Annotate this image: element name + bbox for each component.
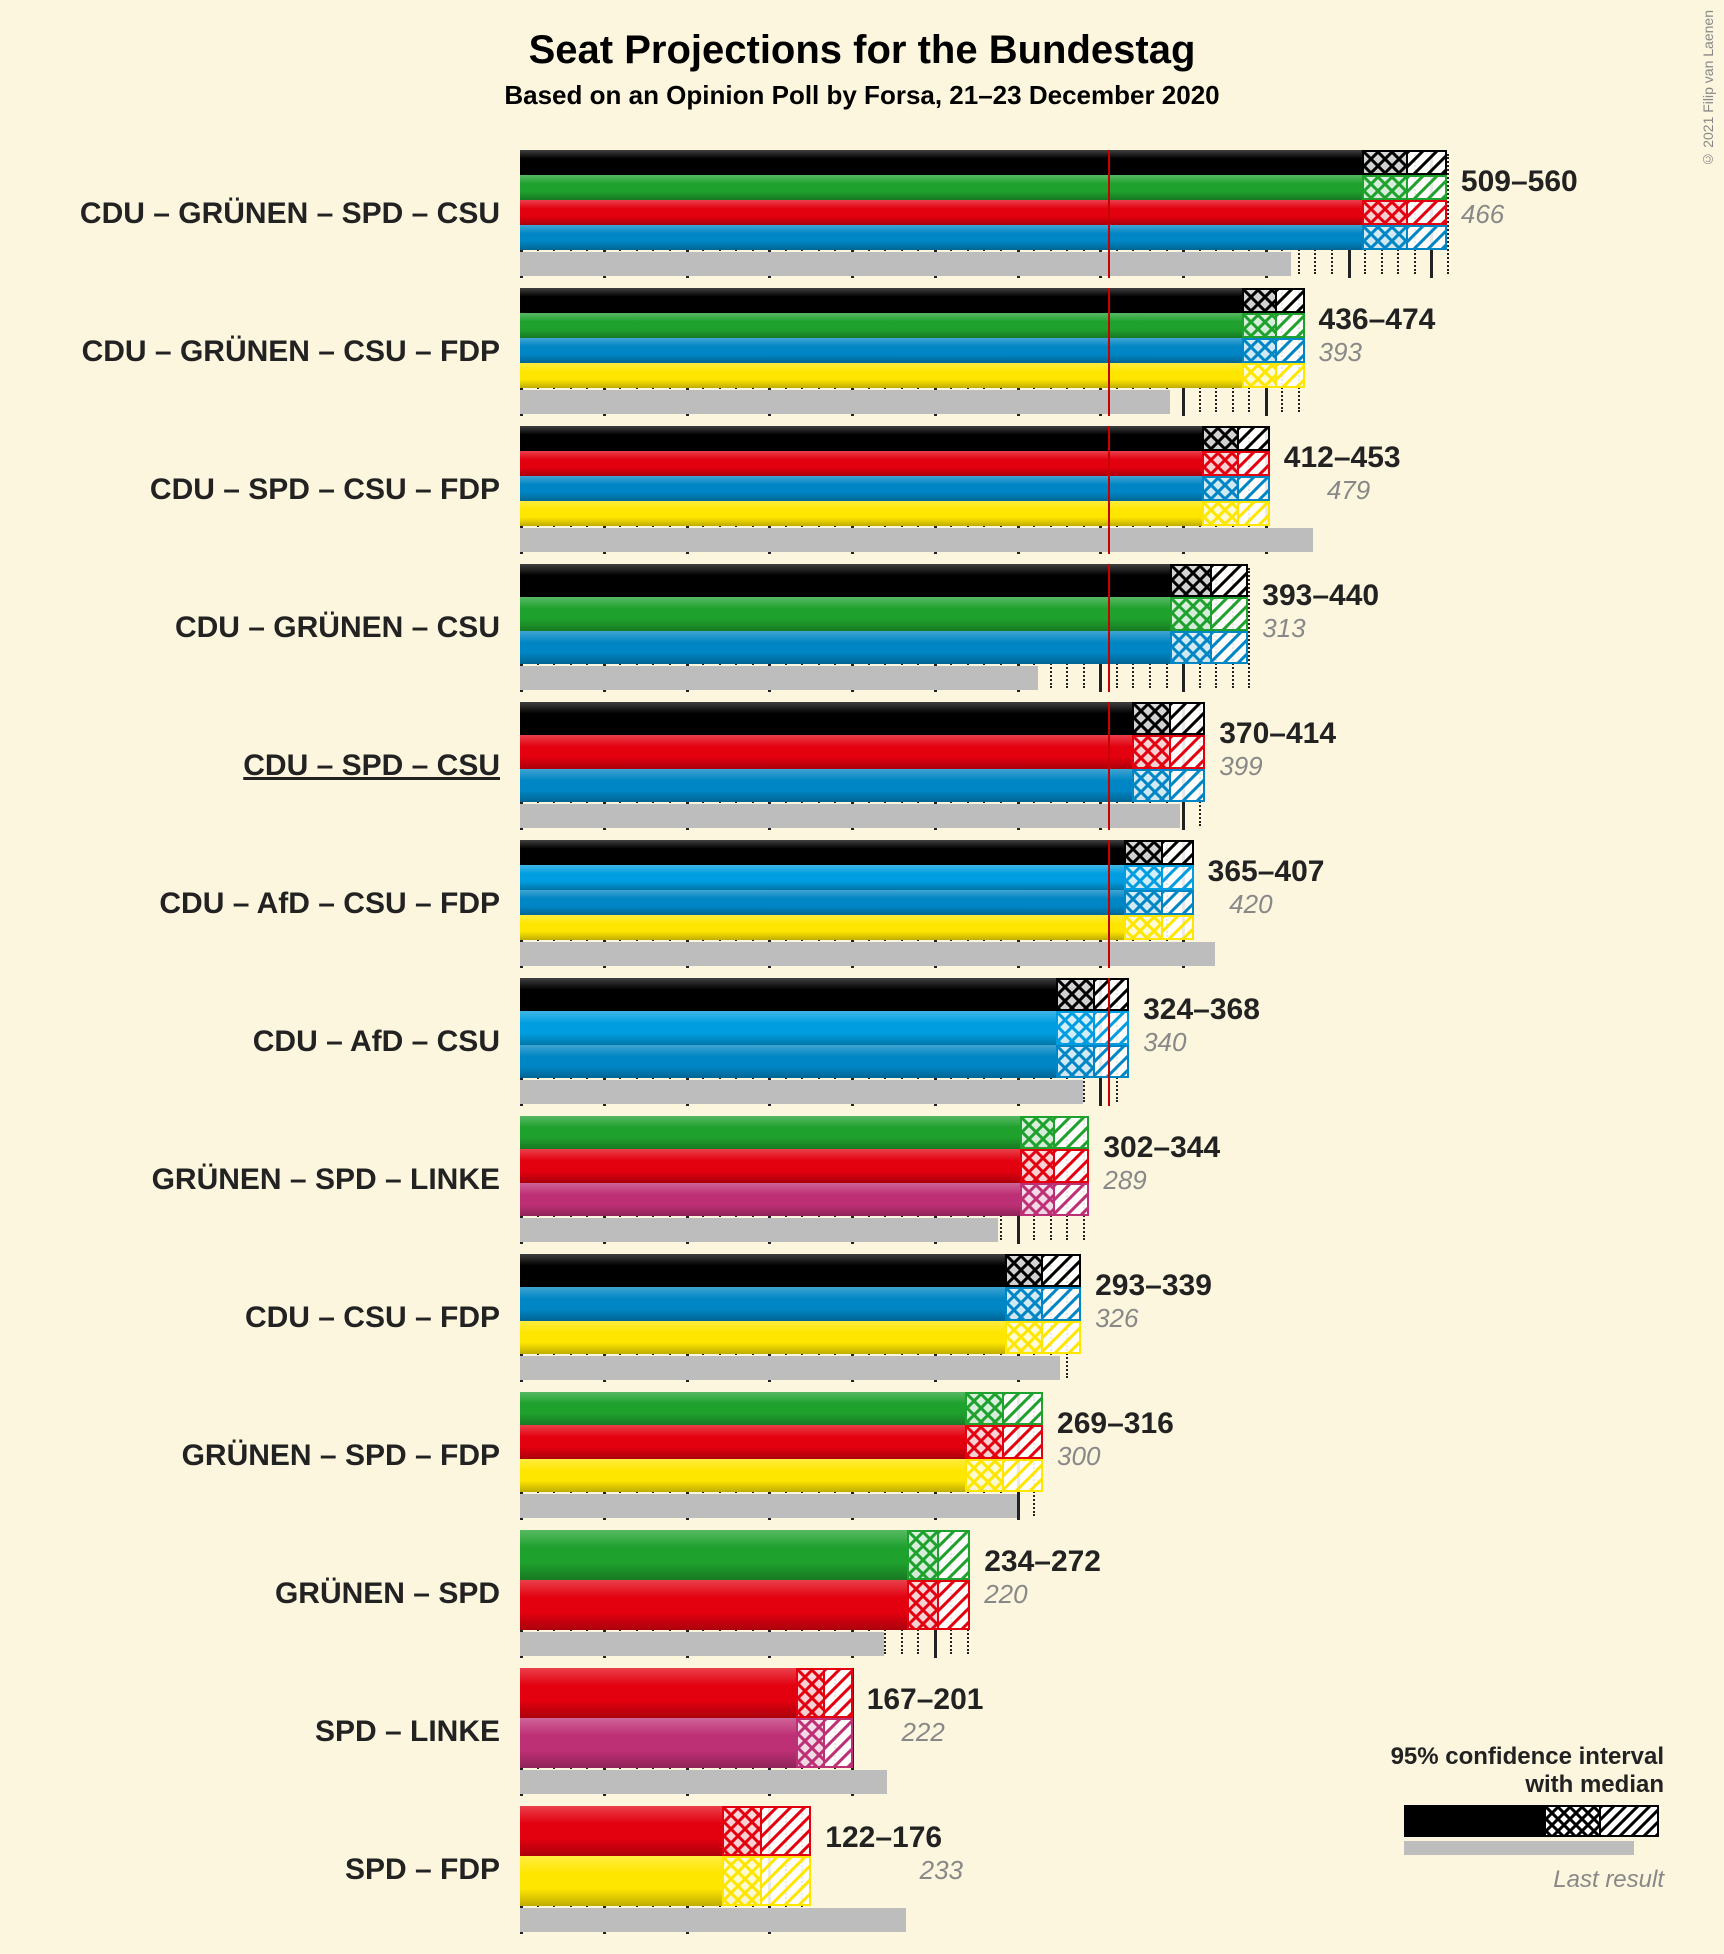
coalition-bars: 302–344289 <box>520 1116 1480 1244</box>
last-result-bar <box>520 390 1170 414</box>
last-result-label: 233 <box>920 1855 963 1886</box>
chart-subtitle: Based on an Opinion Poll by Forsa, 21–23… <box>0 80 1724 111</box>
coalition-bars: 234–272220 <box>520 1530 1480 1658</box>
seat-projection-chart: CDU – GRÜNEN – SPD – CSU509–560466CDU – … <box>80 150 1700 1944</box>
range-label: 302–344 <box>1103 1131 1220 1165</box>
coalition-row: GRÜNEN – SPD – LINKE302–344289 <box>80 1116 1700 1244</box>
last-result-label: 479 <box>1327 475 1370 506</box>
range-label: 167–201 <box>867 1683 984 1717</box>
coalition-bars: 269–316300 <box>520 1392 1480 1520</box>
last-result-label: 399 <box>1219 751 1262 782</box>
majority-line <box>1108 150 1110 278</box>
majority-line <box>1108 702 1110 830</box>
coalition-label: CDU – SPD – CSU – FDP <box>60 473 500 507</box>
coalition-bars: 412–453479 <box>520 426 1480 554</box>
last-result-label: 326 <box>1095 1303 1138 1334</box>
range-label: 122–176 <box>825 1821 942 1855</box>
coalition-row: CDU – AfD – CSU – FDP365–407420 <box>80 840 1700 968</box>
range-label: 365–407 <box>1208 855 1325 889</box>
coalition-label: GRÜNEN – SPD <box>60 1577 500 1611</box>
coalition-row: GRÜNEN – SPD234–272220 <box>80 1530 1700 1658</box>
coalition-bars: 365–407420 <box>520 840 1480 968</box>
range-label: 436–474 <box>1319 303 1436 337</box>
range-label: 393–440 <box>1262 579 1379 613</box>
last-result-label: 466 <box>1461 199 1504 230</box>
majority-line <box>1108 840 1110 968</box>
last-result-label: 313 <box>1262 613 1305 644</box>
copyright-text: © 2021 Filip van Laenen <box>1700 10 1716 168</box>
coalition-label: GRÜNEN – SPD – FDP <box>60 1439 500 1473</box>
coalition-label: CDU – GRÜNEN – SPD – CSU <box>60 197 500 231</box>
last-result-label: 220 <box>984 1579 1027 1610</box>
last-result-label: 300 <box>1057 1441 1100 1472</box>
coalition-bars: 293–339326 <box>520 1254 1480 1382</box>
coalition-bars: 393–440313 <box>520 564 1480 692</box>
last-result-bar <box>520 1356 1060 1380</box>
majority-line <box>1108 426 1110 554</box>
last-result-label: 340 <box>1143 1027 1186 1058</box>
range-label: 293–339 <box>1095 1269 1212 1303</box>
last-result-bar <box>520 1632 884 1656</box>
range-label: 370–414 <box>1219 717 1336 751</box>
coalition-row: CDU – GRÜNEN – CSU – FDP436–474393 <box>80 288 1700 416</box>
coalition-row: CDU – CSU – FDP293–339326 <box>80 1254 1700 1382</box>
last-result-bar <box>520 528 1313 552</box>
coalition-label: CDU – AfD – CSU <box>60 1025 500 1059</box>
last-result-label: 393 <box>1319 337 1362 368</box>
coalition-label: CDU – SPD – CSU <box>60 749 500 783</box>
coalition-bars: 324–368340 <box>520 978 1480 1106</box>
coalition-row: CDU – SPD – CSU370–414399 <box>80 702 1700 830</box>
coalition-bars: 509–560466 <box>520 150 1480 278</box>
last-result-bar <box>520 1494 1017 1518</box>
legend-sample-bar <box>1404 1805 1664 1855</box>
coalition-row: CDU – SPD – CSU – FDP412–453479 <box>80 426 1700 554</box>
range-label: 234–272 <box>984 1545 1101 1579</box>
coalition-label: CDU – AfD – CSU – FDP <box>60 887 500 921</box>
legend-ci-label-2: with median <box>1391 1771 1664 1799</box>
legend-ci-label-1: 95% confidence interval <box>1391 1743 1664 1771</box>
last-result-label: 289 <box>1103 1165 1146 1196</box>
coalition-bars: 436–474393 <box>520 288 1480 416</box>
last-result-bar <box>520 666 1038 690</box>
coalition-bars: 122–176233 <box>520 1806 1480 1934</box>
last-result-bar <box>520 252 1291 276</box>
last-result-label: 420 <box>1229 889 1272 920</box>
coalition-label: SPD – FDP <box>60 1853 500 1887</box>
last-result-bar <box>520 804 1180 828</box>
coalition-bars: 167–201222 <box>520 1668 1480 1796</box>
coalition-label: CDU – GRÜNEN – CSU <box>60 611 500 645</box>
last-result-bar <box>520 1080 1083 1104</box>
range-label: 412–453 <box>1284 441 1401 475</box>
range-label: 324–368 <box>1143 993 1260 1027</box>
coalition-label: SPD – LINKE <box>60 1715 500 1749</box>
legend: 95% confidence interval with median Last… <box>1391 1743 1664 1894</box>
last-result-bar <box>520 1908 906 1932</box>
last-result-bar <box>520 1218 998 1242</box>
coalition-row: CDU – GRÜNEN – SPD – CSU509–560466 <box>80 150 1700 278</box>
range-label: 269–316 <box>1057 1407 1174 1441</box>
coalition-bars: 370–414399 <box>520 702 1480 830</box>
coalition-label: GRÜNEN – SPD – LINKE <box>60 1163 500 1197</box>
coalition-row: GRÜNEN – SPD – FDP269–316300 <box>80 1392 1700 1520</box>
range-label: 509–560 <box>1461 165 1578 199</box>
last-result-label: 222 <box>901 1717 944 1748</box>
coalition-label: CDU – CSU – FDP <box>60 1301 500 1335</box>
coalition-row: CDU – AfD – CSU324–368340 <box>80 978 1700 1106</box>
majority-line <box>1108 288 1110 416</box>
majority-line <box>1108 978 1110 1106</box>
last-result-bar <box>520 1770 887 1794</box>
chart-title: Seat Projections for the Bundestag <box>0 28 1724 73</box>
coalition-row: CDU – GRÜNEN – CSU393–440313 <box>80 564 1700 692</box>
legend-last-label: Last result <box>1391 1866 1664 1894</box>
coalition-label: CDU – GRÜNEN – CSU – FDP <box>60 335 500 369</box>
last-result-bar <box>520 942 1215 966</box>
majority-line <box>1108 564 1110 692</box>
